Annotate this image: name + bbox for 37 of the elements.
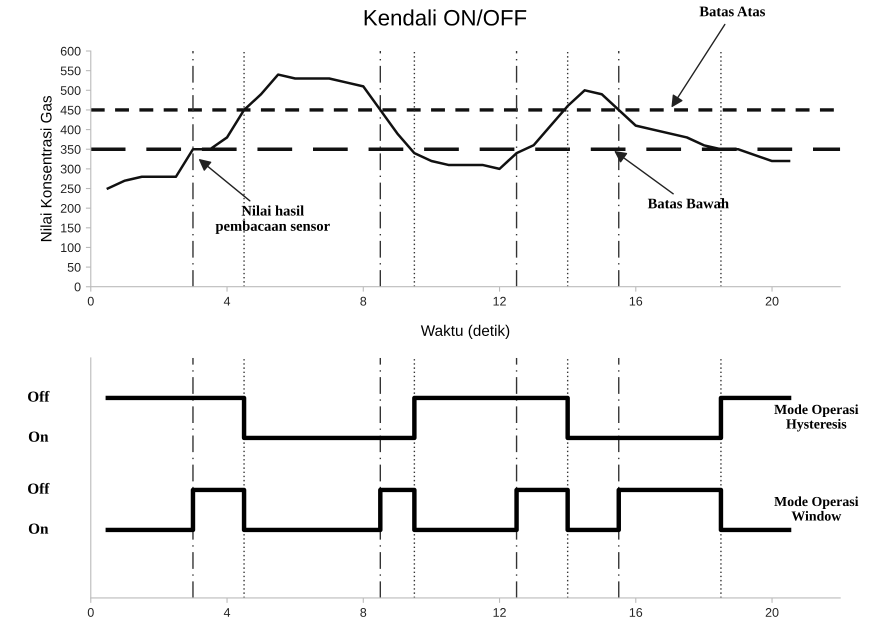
x-tick-label: 12 (494, 608, 506, 617)
chart-title: Kendali ON/OFF (364, 9, 526, 26)
text: On (28, 524, 48, 534)
x-tick-label: 4 (224, 608, 230, 617)
y-tick-label: 500 (60, 86, 81, 95)
x-tick-label: 20 (766, 608, 778, 617)
y-tick-label: 0 (74, 282, 81, 292)
annotation: Batas Atas (700, 6, 766, 16)
x-tick-label: 12 (494, 296, 506, 306)
x-tick-label: 4 (224, 296, 230, 306)
x-tick-label: 20 (766, 296, 778, 306)
x-tick-label: 0 (88, 608, 94, 617)
annotation: Nilai hasil pembacaan sensor (216, 205, 330, 234)
x-tick-label: 0 (88, 296, 94, 306)
x-tick-label: 16 (630, 608, 642, 617)
y-tick-label: 250 (60, 184, 81, 194)
y-tick-label: 400 (60, 125, 81, 134)
y-axis-title: Nilai Konsentrasi Gas (40, 96, 52, 242)
x-axis-title: Waktu (detik) (420, 324, 510, 340)
text: Off (28, 482, 50, 494)
y-tick-label: 200 (60, 204, 81, 213)
y-tick-label: 300 (60, 164, 81, 174)
y-tick-label: 150 (61, 224, 81, 232)
y-tick-label: 450 (60, 106, 81, 115)
x-tick-label: 8 (360, 296, 366, 306)
series-label: Mode Operasi Hysteresis (774, 404, 858, 432)
annotation: Batas Bawah (648, 198, 729, 208)
y-tick-label: 100 (61, 243, 81, 252)
text: Off (28, 390, 50, 402)
y-tick-label: 350 (60, 145, 81, 154)
y-tick-label: 550 (60, 66, 81, 76)
x-tick-label: 16 (630, 296, 642, 306)
text: On (28, 431, 48, 442)
x-tick-label: 8 (360, 608, 366, 617)
series-label: Mode Operasi Window (774, 496, 858, 521)
y-tick-label: 50 (68, 262, 81, 272)
y-tick-label: 600 (60, 46, 81, 56)
